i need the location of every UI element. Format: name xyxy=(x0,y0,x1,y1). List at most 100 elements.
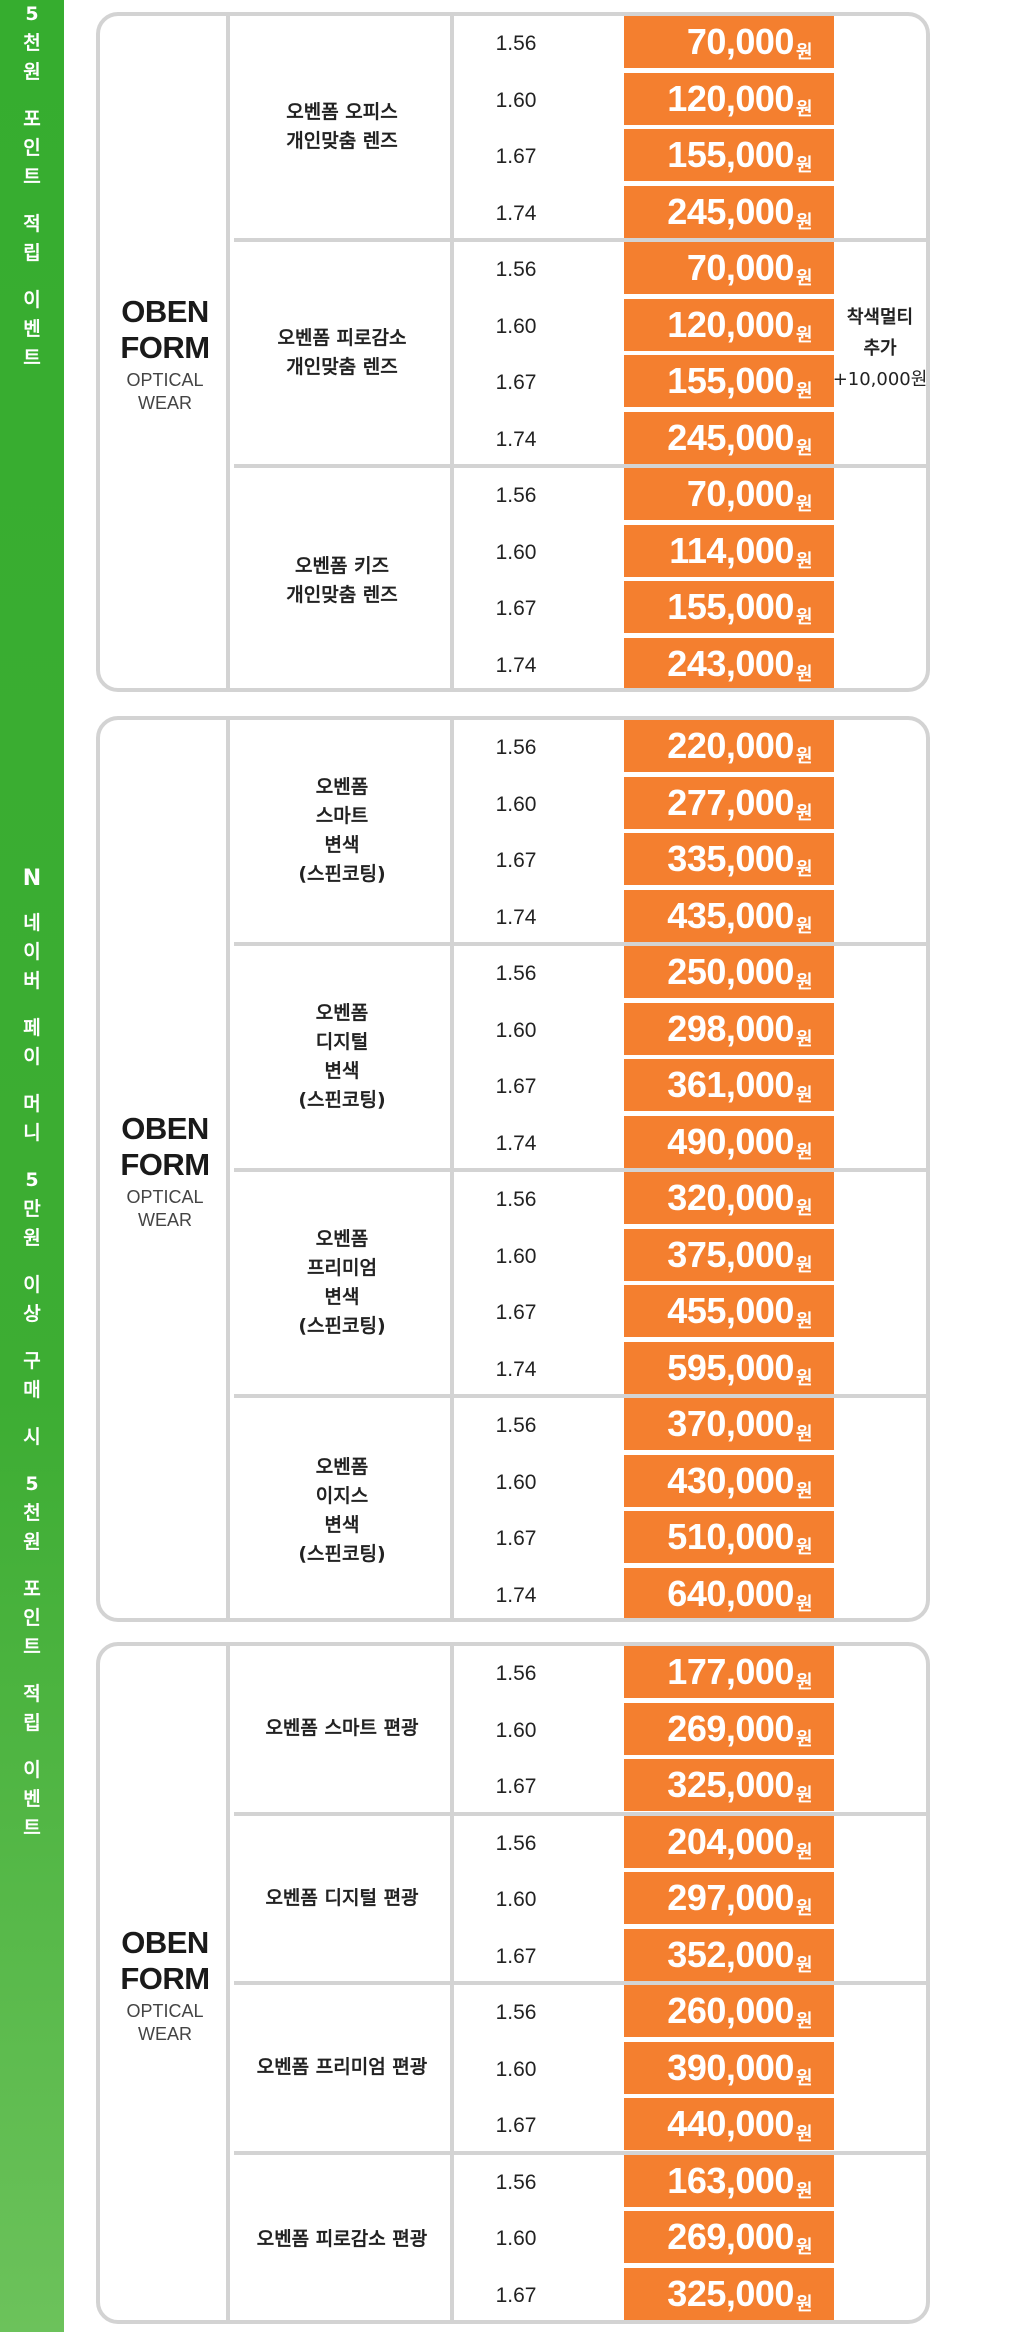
note-line-2: 추가 xyxy=(863,338,897,359)
brand-line1: OBEN xyxy=(121,1111,209,1146)
oben-form-logo: OBEN FORM OPTICAL WEAR xyxy=(100,1925,230,2045)
price-value: 204,000 xyxy=(667,1820,794,1862)
currency-unit: 원 xyxy=(795,2124,813,2144)
price-badge: 245,000 원 xyxy=(624,411,834,464)
price-value: 510,000 xyxy=(667,1516,794,1557)
banner-char: 매 xyxy=(23,1379,41,1401)
currency-unit: 원 xyxy=(795,381,813,401)
price-value: 250,000 xyxy=(667,951,794,992)
refractive-index: 1.56 xyxy=(495,2170,537,2194)
product-name: 오벤폼 오피스 개인맞춤 렌즈 xyxy=(234,16,454,238)
banner-char: 이 xyxy=(23,289,41,311)
product-group: 오벤폼 이지스 변색 (스핀코팅) 1.56 370,000 원 1.60 430,000… xyxy=(234,1398,926,1618)
price-value: 320,000 xyxy=(667,1177,794,1218)
banner-char: 천 xyxy=(23,1502,41,1524)
price-row: 1.60 298,000 원 xyxy=(458,1002,926,1059)
currency-unit: 원 xyxy=(795,663,813,684)
price-badge: 269,000 원 xyxy=(624,2211,834,2263)
currency-unit: 원 xyxy=(795,607,813,627)
price-row: 1.56 320,000 원 xyxy=(458,1172,926,1228)
price-badge: 370,000 원 xyxy=(624,1398,834,1450)
currency-unit: 원 xyxy=(795,211,813,232)
product-name: 오벤폼 프리미엄 편광 xyxy=(234,1985,454,2151)
refractive-index: 1.67 xyxy=(495,1775,537,1798)
currency-unit: 원 xyxy=(795,1198,813,1218)
price-value: 120,000 xyxy=(667,77,794,119)
banner-char: 벤 xyxy=(23,1788,41,1810)
price-badge: 70,000 원 xyxy=(624,468,834,520)
price-row: 1.67 155,000 원 xyxy=(458,355,926,411)
price-value: 243,000 xyxy=(667,642,794,684)
banner-char xyxy=(0,1452,64,1470)
banner-char xyxy=(0,1253,64,1271)
price-value: 269,000 xyxy=(667,1707,794,1749)
product-group: 오벤폼 스마트 변색 (스핀코팅) 1.56 220,000 원 1.60 277,000… xyxy=(234,720,926,946)
price-row: 1.74 640,000 원 xyxy=(458,1567,926,1618)
brand-column: OBEN FORM OPTICAL WEAR xyxy=(100,1646,230,2320)
currency-unit: 원 xyxy=(795,1672,813,1692)
currency-unit: 원 xyxy=(795,1593,813,1614)
currency-unit: 원 xyxy=(795,2180,813,2201)
currency-unit: 원 xyxy=(795,1841,813,1862)
product-group: 오벤폼 디지털 편광 1.56 204,000 원 1.60 297,000 원 1.67 35… xyxy=(234,1815,926,1985)
price-badge: 155,000 원 xyxy=(624,581,834,633)
price-row: 1.67 510,000 원 xyxy=(458,1511,926,1567)
price-badge: 277,000 원 xyxy=(624,776,834,829)
brand-line2: FORM xyxy=(120,1147,210,1182)
currency-unit: 원 xyxy=(795,1311,813,1331)
price-value: 163,000 xyxy=(667,2159,794,2201)
price-badge: 320,000 원 xyxy=(624,1172,834,1224)
price-value: 245,000 xyxy=(667,416,794,458)
refractive-index: 1.60 xyxy=(495,1888,537,1911)
refractive-index: 1.60 xyxy=(495,1718,537,1742)
refractive-index: 1.67 xyxy=(495,1527,537,1550)
currency-unit: 원 xyxy=(795,915,813,936)
currency-unit: 원 xyxy=(795,972,813,992)
refractive-index: 1.74 xyxy=(495,427,537,451)
price-value: 177,000 xyxy=(667,1651,794,1692)
price-row: 1.67 325,000 원 xyxy=(458,1759,926,1815)
price-row: 1.67 440,000 원 xyxy=(458,2098,926,2154)
refractive-index: 1.67 xyxy=(495,371,537,394)
price-value: 245,000 xyxy=(667,190,794,232)
banner-char xyxy=(0,1738,64,1756)
price-value: 361,000 xyxy=(667,1064,794,1105)
banner-char: 원 xyxy=(23,61,41,83)
price-row: 1.67 325,000 원 xyxy=(458,2267,926,2321)
price-value: 490,000 xyxy=(667,1120,794,1162)
currency-unit: 원 xyxy=(795,1424,813,1444)
price-row: 1.56 220,000 원 xyxy=(458,720,926,776)
price-row: 1.56 177,000 원 xyxy=(458,1646,926,1702)
price-badge: 298,000 원 xyxy=(624,1002,834,1055)
price-badge: 70,000 원 xyxy=(624,16,834,68)
banner-char: 이 xyxy=(23,1274,41,1296)
banner-char xyxy=(0,1557,64,1575)
price-row: 1.56 70,000 원 xyxy=(458,242,926,298)
price-section: OBEN FORM OPTICAL WEAR 오벤폼 스마트 변색 (스핀코팅) 1.56… xyxy=(96,716,930,1622)
refractive-index: 1.67 xyxy=(495,145,537,168)
currency-unit: 원 xyxy=(795,859,813,879)
product-group: 오벤폼 프리미엄 변색 (스핀코팅) 1.56 320,000 원 1.60 375,00… xyxy=(234,1172,926,1398)
price-row: 1.60 269,000 원 xyxy=(458,2211,926,2267)
refractive-index: 1.74 xyxy=(495,905,537,929)
price-value: 370,000 xyxy=(667,1403,794,1444)
banner-char: 네 xyxy=(23,912,41,934)
currency-unit: 원 xyxy=(795,1728,813,1749)
brand-line2: FORM xyxy=(120,1961,210,1996)
price-badge: 120,000 원 xyxy=(624,72,834,125)
note-line-1: 착색멀티 xyxy=(846,307,914,328)
refractive-index: 1.74 xyxy=(495,1357,537,1381)
price-badge: 163,000 원 xyxy=(624,2154,834,2207)
price-row: 1.67 455,000 원 xyxy=(458,1285,926,1341)
currency-unit: 원 xyxy=(795,1785,813,1805)
banner-char xyxy=(0,87,64,105)
brand-line4: WEAR xyxy=(138,393,192,413)
refractive-index: 1.74 xyxy=(495,1583,537,1607)
refractive-index: 1.60 xyxy=(495,88,537,112)
banner-char: 5 xyxy=(25,1473,39,1495)
price-value: 155,000 xyxy=(667,360,794,401)
refractive-index: 1.74 xyxy=(495,1131,537,1155)
price-badge: 70,000 원 xyxy=(624,242,834,294)
price-row: 1.56 70,000 원 xyxy=(458,16,926,72)
